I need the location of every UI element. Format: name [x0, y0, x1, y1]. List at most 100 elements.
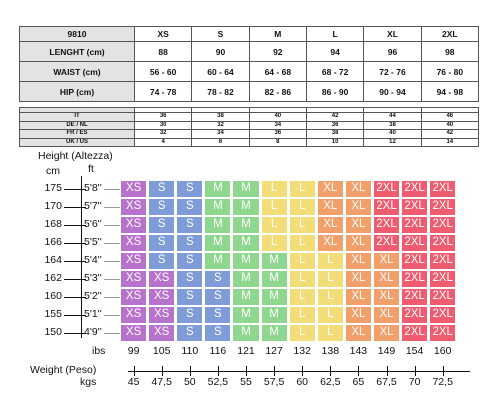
- size-cell-xl: XL: [345, 253, 371, 269]
- size-header-cell: XS: [133, 26, 193, 42]
- size-cell-xl: XL: [345, 307, 371, 323]
- grid-line: [104, 242, 120, 244]
- height-ft-label: 5'2'': [84, 290, 102, 303]
- height-cm-label: 155: [44, 308, 62, 321]
- weight-kgs-label: 72,5: [432, 376, 453, 388]
- size-cell-xl: XL: [317, 181, 343, 197]
- weight-kgs-label: 47,5: [151, 376, 172, 388]
- size-cell-s: S: [177, 325, 203, 341]
- size-cell-m: M: [261, 253, 287, 269]
- size-cell-s: S: [177, 289, 203, 305]
- size-cell-l: L: [261, 217, 287, 233]
- region-size-value: 34: [191, 129, 250, 139]
- ft-unit-label: ft: [88, 163, 94, 175]
- measure-value: 90: [191, 41, 250, 62]
- size-cell-xs: XS: [121, 181, 147, 197]
- size-cell-l: L: [289, 181, 315, 197]
- size-cell-s: S: [177, 217, 203, 233]
- size-cell-xl: XL: [373, 325, 400, 341]
- height-cm-label: 164: [44, 254, 62, 267]
- measure-value: 76 - 80: [420, 61, 480, 82]
- conversion-row: FR / ES 32 34 36 38 40 42: [19, 129, 480, 139]
- size-cell-xl: XL: [373, 253, 400, 269]
- grid-line: [104, 188, 120, 190]
- size-cell-s: S: [205, 271, 231, 287]
- conversion-table-spacer: [19, 107, 480, 113]
- size-cell-xs: XS: [149, 271, 175, 287]
- size-cell-2xl: 2XL: [430, 217, 456, 233]
- region-size-value: 8: [248, 137, 307, 148]
- weight-lbs-label: 105: [152, 345, 171, 357]
- size-cell-m: M: [261, 325, 287, 341]
- measure-label: LENGHT (cm): [19, 41, 135, 62]
- grid-line: [104, 315, 120, 317]
- size-cell-xl: XL: [345, 181, 371, 197]
- size-cell-xl: XL: [345, 235, 371, 251]
- height-tick: [64, 206, 86, 208]
- weight-kgs-label: 55: [240, 376, 252, 388]
- size-table-row: LENGHT (cm) 88 90 92 94 96 98: [19, 41, 480, 62]
- measure-value: 96: [363, 41, 422, 62]
- weight-kgs-label: 45: [127, 376, 140, 388]
- conversion-row: UK / US 4 6 8 10 12 14: [19, 137, 480, 148]
- size-cell-xs: XS: [121, 235, 147, 251]
- weight-tick: [330, 366, 332, 376]
- size-header-cell: S: [191, 26, 250, 42]
- region-size-value: 46: [420, 112, 480, 122]
- size-table-row: HIP (cm) 74 - 78 78 - 82 82 - 86 86 - 90 90 -…: [19, 81, 480, 102]
- measure-value: 72 - 76: [363, 61, 422, 82]
- size-cell-xs: XS: [121, 271, 147, 287]
- size-cell-xl: XL: [373, 271, 400, 287]
- size-cell-2xl: 2XL: [373, 235, 400, 251]
- region-size-value: 32: [191, 120, 250, 131]
- measure-value: 56 - 60: [133, 61, 193, 82]
- size-cell-l: L: [289, 325, 315, 341]
- size-cell-l: L: [317, 271, 343, 287]
- size-cell-xs: XS: [149, 289, 175, 305]
- weight-kgs-label: 57,5: [263, 376, 285, 388]
- size-cell-xs: XS: [121, 199, 147, 215]
- kgs-unit-label: kgs: [80, 376, 97, 388]
- size-cell-m: M: [205, 199, 231, 215]
- size-cell-xs: XS: [149, 325, 175, 341]
- region-size-value: 38: [363, 120, 422, 131]
- size-cell-l: L: [317, 325, 343, 341]
- size-cell-m: M: [205, 253, 231, 269]
- grid-line: [104, 333, 120, 335]
- size-cell-s: S: [177, 253, 203, 269]
- height-axis-line: [81, 176, 82, 338]
- region-label: FR / ES: [19, 129, 135, 139]
- region-size-value: 32: [133, 129, 193, 139]
- height-cm-label: 170: [44, 200, 62, 213]
- size-table: 9810 XS S M L XL 2XL LENGHT (cm) 88 90 92 94 96 98 WAI…: [19, 26, 480, 102]
- size-cell-2xl: 2XL: [373, 217, 400, 233]
- measure-value: 60 - 64: [191, 61, 250, 82]
- size-cell-xs: XS: [121, 325, 147, 341]
- conversion-table: IT 36 38 40 42 44 46 DE / NL 30 32 34 36 38 40 FR / ES…: [19, 107, 480, 148]
- region-size-value: 6: [191, 137, 250, 148]
- size-cell-s: S: [177, 235, 203, 251]
- weight-lbs-label: 143: [349, 345, 368, 357]
- height-cm-label: 175: [44, 182, 62, 194]
- size-cell-m: M: [233, 289, 259, 305]
- height-tick: [64, 224, 86, 226]
- weight-lbs-label: 154: [405, 345, 424, 357]
- grid-line: [104, 224, 120, 226]
- region-size-value: 42: [420, 129, 480, 139]
- size-header-cell: L: [305, 26, 365, 42]
- size-cell-2xl: 2XL: [430, 253, 456, 269]
- size-cell-m: M: [233, 271, 259, 287]
- size-cell-m: M: [233, 253, 259, 269]
- spacer-cell: [133, 107, 193, 113]
- size-cell-2xl: 2XL: [430, 271, 456, 287]
- size-cell-s: S: [149, 253, 175, 269]
- weight-lbs-label: 138: [321, 345, 340, 357]
- size-cell-xs: XS: [121, 253, 147, 269]
- height-cm-label: 150: [44, 326, 62, 339]
- spacer-cell: [191, 107, 250, 113]
- size-cell-l: L: [317, 289, 343, 305]
- region-size-value: 30: [133, 120, 193, 131]
- size-cell-2xl: 2XL: [430, 199, 456, 215]
- height-tick: [64, 188, 86, 190]
- size-cell-xl: XL: [345, 271, 371, 287]
